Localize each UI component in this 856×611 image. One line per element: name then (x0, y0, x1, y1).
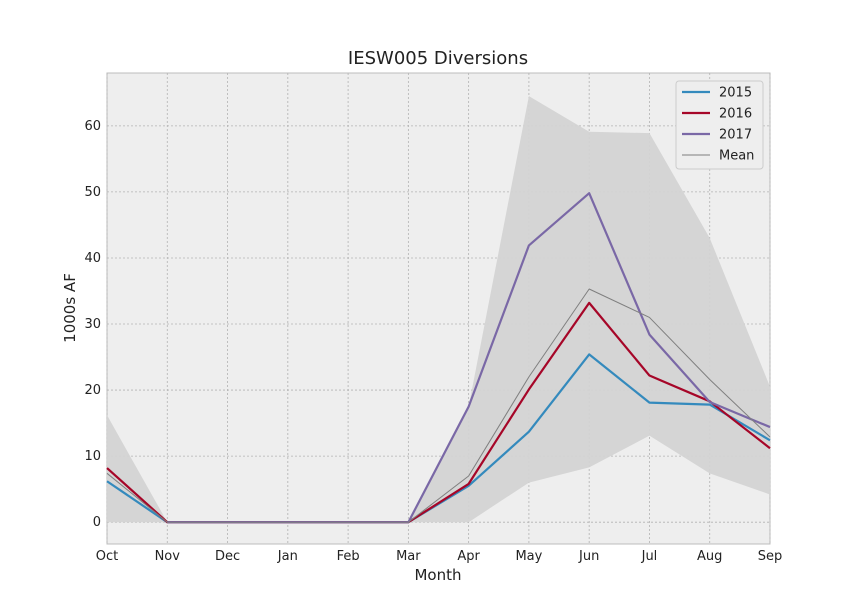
x-tick-label: Jun (578, 549, 599, 564)
series-lines (106, 192, 771, 524)
legend-label: 2016 (719, 107, 752, 122)
y-tick-label: 20 (84, 383, 101, 398)
range-band-area (107, 96, 770, 523)
x-tick-label: Jul (641, 549, 658, 564)
legend-label: Mean (719, 149, 754, 164)
x-tick-label: May (515, 549, 542, 564)
range-band (107, 96, 770, 523)
chart-title: IESW005 Diversions (348, 48, 528, 69)
legend: 2015 2016 2017 Mean (675, 80, 764, 170)
x-tick-label: Nov (155, 549, 181, 564)
x-tick-label: Apr (457, 549, 480, 564)
y-tick-label: 0 (93, 515, 101, 530)
y-tick-label: 40 (84, 251, 101, 266)
x-tick-label: Mar (396, 549, 421, 564)
x-tick-label: Feb (337, 549, 360, 564)
y-tick-label: 60 (84, 119, 101, 134)
y-tick-label: 30 (84, 317, 101, 332)
legend-box (675, 80, 764, 170)
y-tick-labels: 0 10 20 30 40 50 60 (84, 119, 101, 530)
y-tick-label: 10 (84, 449, 101, 464)
y-tick-label: 50 (84, 185, 101, 200)
x-axis-label: Month (414, 566, 461, 584)
x-tick-label: Aug (697, 549, 722, 564)
y-axis-label: 1000s AF (61, 273, 79, 343)
x-tick-label: Dec (215, 549, 240, 564)
x-tick-labels: Oct Nov Dec Jan Feb Mar Apr May Jun Jul Aug Sep (96, 549, 783, 564)
series-line-mean (106, 288, 771, 523)
x-tick-label: Oct (96, 549, 118, 564)
legend-label: 2017 (719, 128, 752, 143)
x-tick-label: Sep (758, 549, 783, 564)
x-tick-label: Jan (277, 549, 298, 564)
legend-label: 2015 (719, 86, 752, 101)
